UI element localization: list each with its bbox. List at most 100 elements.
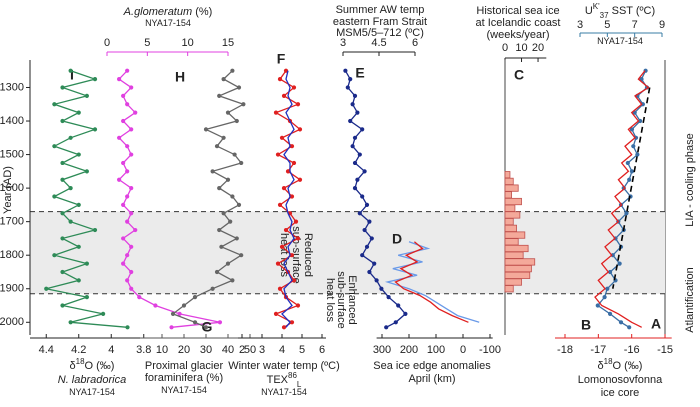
- axis-title: Sea ice edge anomalies: [373, 360, 491, 372]
- axis-title: Lomonosovfonna: [578, 374, 663, 386]
- data-point: [117, 76, 122, 82]
- data-point: [289, 194, 295, 199]
- axis-title: NYA17-154: [597, 36, 643, 46]
- x-tick-label: 4.2: [71, 344, 86, 356]
- data-point: [283, 227, 289, 233]
- bar: [504, 177, 514, 186]
- axis-title-part: Proximal glacier: [145, 360, 224, 372]
- data-point: [357, 152, 362, 157]
- data-point: [281, 186, 287, 191]
- data-point: [225, 177, 231, 182]
- x-tick-label: 6: [412, 37, 418, 49]
- data-point: [76, 244, 81, 249]
- data-point: [239, 160, 244, 166]
- data-point: [101, 311, 106, 317]
- bar: [504, 271, 531, 279]
- axis-title: (weeks/year): [487, 29, 550, 41]
- data-point: [76, 110, 81, 115]
- axis-title-part: at Icelandic coast: [476, 17, 561, 29]
- panel-letter: E: [355, 65, 364, 81]
- x-tick-label: 9: [659, 19, 665, 31]
- axis-title: δ18O (‰): [598, 357, 643, 372]
- axis-title-part: foraminifera (%): [145, 372, 223, 384]
- data-point: [295, 303, 301, 308]
- axis-title: N. labradorica: [58, 374, 126, 386]
- period-label: LIA - cooling phase: [684, 133, 696, 227]
- data-point: [607, 269, 613, 275]
- data-point: [384, 325, 389, 330]
- data-point: [84, 261, 89, 266]
- data-point: [232, 152, 237, 157]
- y-tick-label: 2000: [0, 316, 24, 328]
- x-tick-label: 0: [460, 344, 466, 356]
- data-point: [84, 169, 89, 174]
- data-point: [283, 68, 289, 73]
- x-tick-label: 7: [632, 19, 638, 31]
- axis-title: UK'37 SST (ºC): [585, 2, 655, 20]
- x-tick-label: 0: [502, 42, 508, 54]
- y-tick-label: 1900: [0, 283, 24, 295]
- y-tick-label: 1600: [0, 182, 24, 194]
- data-point: [129, 186, 134, 191]
- data-point: [362, 169, 367, 174]
- data-point: [68, 219, 73, 224]
- data-point: [273, 110, 279, 115]
- axis-title-part: Summer AW temp: [336, 4, 425, 16]
- bar: [504, 278, 522, 286]
- axis-title-part: O (‰): [85, 360, 115, 372]
- bar: [504, 224, 517, 232]
- data-point: [403, 311, 408, 317]
- data-point: [214, 269, 220, 275]
- data-point: [367, 269, 372, 275]
- series-line: [274, 70, 302, 328]
- data-point: [348, 118, 353, 124]
- data-point: [350, 102, 355, 107]
- data-point: [352, 160, 358, 166]
- axis-title: Summer AW temp: [336, 4, 425, 16]
- bar: [504, 204, 516, 212]
- data-point: [68, 186, 73, 191]
- data-point: [125, 102, 130, 107]
- data-point: [618, 320, 624, 325]
- data-point: [352, 186, 358, 191]
- bar: [504, 251, 524, 259]
- axis-title: TEX86L: [267, 371, 302, 389]
- data-point: [221, 135, 226, 140]
- x-tick-label: 3: [259, 344, 265, 356]
- axis-title-part: Lomonosovfonna: [578, 374, 663, 386]
- data-point: [177, 311, 182, 317]
- data-point: [624, 211, 629, 216]
- data-point: [84, 295, 89, 300]
- data-point: [345, 85, 350, 90]
- panel-letter: I: [70, 67, 74, 83]
- panel-letter: D: [392, 231, 402, 247]
- data-point: [217, 186, 222, 191]
- axis-title: eastern Fram Strait: [333, 16, 427, 28]
- data-point: [281, 93, 287, 98]
- x-tick-label: 50: [244, 344, 256, 356]
- data-point: [121, 118, 126, 124]
- x-tick-label: 5: [604, 19, 610, 31]
- annotation: heat loss: [324, 278, 336, 323]
- x-tick-label: 40: [222, 344, 234, 356]
- data-point: [228, 219, 233, 224]
- data-point: [76, 278, 81, 283]
- data-point: [52, 253, 57, 258]
- data-point: [125, 68, 130, 73]
- axis-title-part: δ: [70, 360, 76, 372]
- data-point: [386, 295, 391, 300]
- series-line: [394, 241, 469, 323]
- data-point: [275, 152, 281, 157]
- data-point: [364, 202, 370, 207]
- bar: [504, 231, 526, 239]
- data-point: [277, 202, 283, 207]
- data-point: [121, 261, 126, 266]
- data-point: [393, 320, 398, 325]
- x-tick-label: 4: [108, 344, 114, 356]
- data-point: [607, 311, 613, 317]
- data-point: [129, 85, 134, 90]
- data-point: [125, 325, 130, 330]
- period-label: Atlantification: [684, 267, 696, 332]
- data-point: [234, 236, 239, 241]
